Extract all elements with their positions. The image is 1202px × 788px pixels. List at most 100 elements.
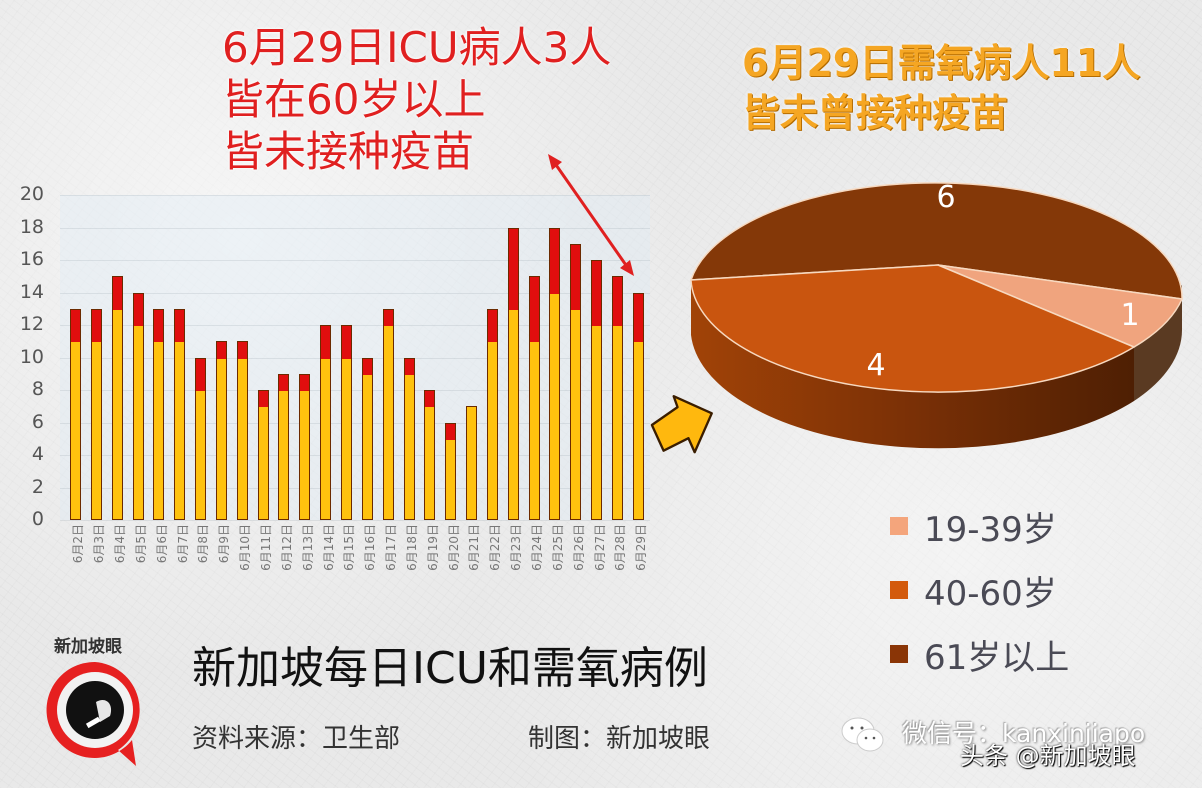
yellow-arrow-icon (650, 395, 713, 454)
bar-segment-oxygen (446, 439, 456, 519)
y-tick-label: 16 (19, 248, 44, 270)
stacked-bar (549, 227, 561, 520)
bar-segment-oxygen (633, 342, 643, 519)
x-tick-label: 6月23日 (509, 524, 524, 571)
legend-swatch (890, 581, 908, 599)
bar-segment-oxygen (529, 342, 539, 519)
bar-segment-icu (529, 277, 539, 343)
bar-segment-oxygen (467, 407, 477, 519)
x-tick-label: 6月17日 (384, 524, 399, 571)
stacked-bar (507, 227, 519, 520)
oxygen-annotation-line2: 皆未曾接种疫苗 (742, 91, 1009, 135)
y-tick-label: 4 (31, 443, 44, 465)
bar-segment-oxygen (112, 309, 122, 519)
bar-segment-oxygen (71, 342, 80, 519)
x-tick-label: 6月26日 (571, 524, 586, 571)
bar-segment-oxygen (362, 374, 372, 519)
stacked-bar (236, 341, 248, 520)
y-tick-label: 10 (19, 345, 44, 368)
bar-segment-oxygen (300, 391, 310, 519)
x-tick-label: 6月24日 (529, 524, 544, 571)
stacked-bar (528, 276, 540, 520)
wechat-id: 微信号：kanxinjiapo (902, 719, 1146, 748)
bar-segment-oxygen (383, 326, 393, 519)
legend-item-40-60: 40-60岁 (890, 558, 1069, 622)
gridline (60, 455, 650, 456)
bar-segment-oxygen (237, 358, 247, 519)
x-tick-label: 6月28日 (613, 524, 628, 571)
legend-item-61-plus: 61岁以上 (890, 622, 1069, 686)
icu-annotation-line1: 6月29日ICU病人3人 (222, 23, 612, 72)
logo-text: 新加坡眼 (54, 637, 122, 657)
legend-swatch (890, 517, 908, 535)
stacked-bar (591, 260, 603, 520)
bar-group (149, 195, 170, 520)
red-double-arrow-icon (548, 154, 634, 276)
y-tick-label: 14 (19, 280, 44, 303)
stacked-bar (361, 357, 373, 520)
pie-legend: 19-39岁 40-60岁 61岁以上 (890, 494, 1069, 686)
bar-segment-icu (154, 309, 164, 343)
stacked-bar (382, 308, 394, 520)
bar-segment-icu (425, 391, 435, 408)
bar-segment-oxygen (91, 342, 101, 519)
stacked-bar (195, 357, 207, 520)
stacked-bar (278, 373, 290, 520)
bar-group (108, 195, 129, 520)
bar-segment-icu (446, 423, 456, 440)
bar-group (400, 195, 421, 520)
made-by: 制图：新加坡眼 (528, 724, 711, 754)
stacked-bar (90, 308, 102, 520)
stacked-bar (174, 308, 186, 520)
bar-group (608, 195, 629, 520)
x-tick-label: 6月12日 (279, 524, 294, 571)
legend-label: 61岁以上 (924, 637, 1070, 678)
oxygen-annotation-line1: 6月29日需氧病人11人 (742, 41, 1141, 85)
gridline (60, 227, 650, 229)
bar-group (87, 195, 108, 520)
wechat-icon (841, 717, 884, 752)
bar-group (441, 195, 462, 520)
gridline (60, 357, 650, 359)
y-tick-label: 12 (19, 313, 44, 335)
legend-item-19-39: 19-39岁 (890, 494, 1069, 558)
x-tick-label: 6月8日 (196, 524, 211, 564)
gridline (60, 487, 650, 489)
bar-group (212, 195, 233, 520)
gridline (60, 520, 650, 521)
bar-segment-oxygen (592, 326, 602, 519)
bar-segment-icu (321, 326, 331, 359)
stacked-bar (299, 373, 311, 520)
stacked-bar (611, 276, 623, 520)
icu-annotation-line3: 皆未接种疫苗 (222, 127, 475, 176)
bar-segment-oxygen (425, 407, 435, 519)
x-tick-label: 6月18日 (404, 524, 419, 571)
bar-segment-icu (258, 391, 268, 408)
x-tick-label: 6月9日 (217, 524, 232, 564)
bar-segment-oxygen (571, 309, 581, 519)
stacked-bar (70, 308, 81, 520)
bar-group (316, 195, 337, 520)
watermark: 头条 @新加坡眼 (960, 742, 1136, 770)
bar-segment-oxygen (154, 342, 164, 519)
y-tick-label: 18 (19, 215, 44, 238)
x-tick-label: 6月10日 (238, 524, 253, 571)
gridline (60, 260, 650, 261)
oxygen-annotation: 6月29日需氧病人11人 皆未曾接种疫苗 (742, 38, 1140, 138)
stacked-bar (153, 308, 165, 520)
bar-segment-icu (508, 228, 518, 310)
x-tick-label: 6月13日 (300, 524, 315, 571)
bar-segment-icu (71, 309, 80, 343)
x-tick-label: 6月29日 (634, 524, 649, 571)
bar-segment-icu (112, 277, 122, 310)
bar-segment-oxygen (612, 326, 622, 519)
stacked-bar (340, 325, 352, 520)
bar-group (254, 195, 275, 520)
x-tick-label: 6月14日 (321, 524, 336, 571)
bar-group (545, 195, 566, 520)
x-tick-label: 6月5日 (133, 524, 148, 564)
y-tick-label: 2 (31, 475, 44, 498)
x-axis-labels: 6月2日 6月3日 6月4日 6月5日 6月6日 6月7日 6月8日 6月9日 6月10日 6月1… (66, 524, 650, 594)
bar-segment-icu (550, 228, 560, 294)
x-tick-label: 6月22日 (488, 524, 503, 571)
